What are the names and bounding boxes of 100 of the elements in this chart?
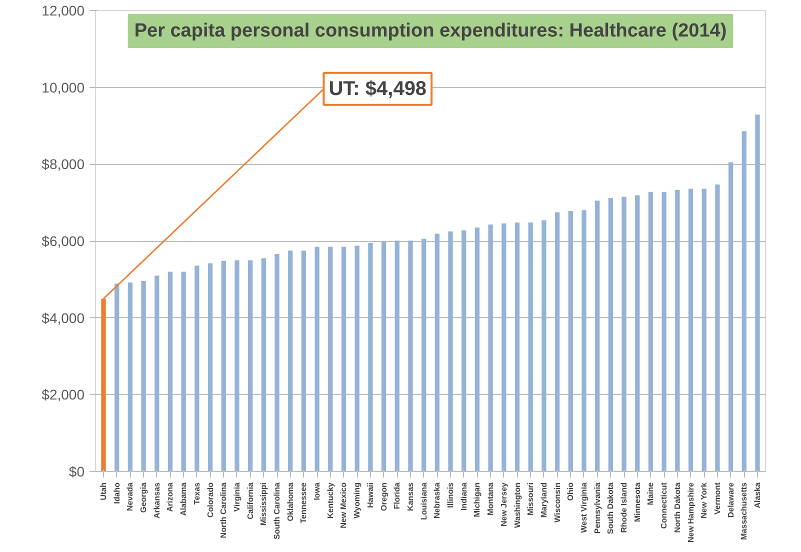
- y-tick-label: 12,000: [42, 2, 85, 18]
- bar: [594, 200, 600, 472]
- x-tick-label: Arizona: [166, 482, 175, 512]
- x-tick-label: Colorado: [206, 482, 215, 518]
- bar: [542, 220, 546, 472]
- bar: [234, 260, 240, 472]
- x-tick-label: Arkansas: [152, 482, 162, 519]
- x-tick-label: New Hampshire: [686, 482, 696, 543]
- y-tick-label: $6,000: [42, 233, 85, 249]
- bar: [221, 260, 226, 472]
- bar: [381, 242, 386, 472]
- bar: [141, 280, 146, 472]
- bar: [128, 282, 133, 472]
- y-tick-label: 10,000: [42, 79, 85, 96]
- bar: [154, 276, 160, 472]
- x-tick-label: Rhode Island: [620, 482, 629, 533]
- bar: [728, 162, 734, 472]
- x-tick-label: Connecticut: [660, 482, 669, 529]
- x-tick-label: Minnesota: [632, 482, 642, 522]
- bar: [568, 211, 573, 472]
- bar: [274, 254, 280, 472]
- bar: [448, 231, 453, 472]
- y-tick-label: $4,000: [42, 310, 85, 326]
- bar: [554, 212, 560, 472]
- bar: [462, 230, 466, 472]
- x-tick-label: Maine: [646, 482, 656, 506]
- bar: [635, 195, 640, 472]
- x-tick-label: Idaho: [112, 482, 122, 504]
- x-tick-label: South Dakota: [606, 482, 616, 534]
- bar: [394, 240, 400, 472]
- x-tick-label: Texas: [192, 482, 202, 505]
- x-tick-label: Hawaii: [366, 482, 375, 508]
- bar: [688, 188, 694, 472]
- bar: [354, 246, 360, 472]
- x-tick-label: Ohio: [566, 482, 576, 501]
- bar: [648, 192, 654, 472]
- bar: [622, 196, 626, 472]
- bar: [702, 188, 706, 472]
- bar: [368, 242, 373, 472]
- x-tick-label: Tennessee: [299, 482, 308, 524]
- x-tick-label: New Mexico: [339, 482, 348, 528]
- x-tick-label: Nevada: [126, 482, 135, 511]
- bar: [421, 238, 426, 472]
- annotation: UT: $4,498: [328, 78, 427, 100]
- bar: [608, 198, 614, 472]
- bar: [181, 272, 186, 472]
- x-tick-label: New Jersey: [499, 482, 508, 527]
- bar: [675, 190, 680, 472]
- bar: [248, 260, 253, 472]
- x-tick-label: Pennsylvania: [592, 482, 602, 534]
- bar: [168, 272, 173, 472]
- x-tick-label: Washington: [512, 482, 522, 528]
- x-tick-label: Florida: [392, 482, 402, 510]
- bar: [341, 246, 346, 472]
- bar: [715, 184, 720, 472]
- x-tick-label: New York: [700, 482, 709, 518]
- x-tick-label: Utah: [99, 482, 108, 500]
- x-tick-label: Virginia: [232, 482, 242, 512]
- x-tick-label: Delaware: [726, 482, 736, 518]
- bar: [314, 246, 320, 472]
- bar: [742, 131, 746, 472]
- bar: [488, 224, 493, 472]
- x-tick-label: Illinois: [446, 482, 456, 508]
- x-tick-label: Louisiana: [419, 482, 428, 520]
- x-tick-label: Maryland: [539, 482, 548, 518]
- bar: [514, 222, 520, 472]
- x-tick-label: Oregon: [379, 482, 388, 511]
- bar: [582, 210, 586, 472]
- bar: [301, 250, 306, 472]
- text: Per capita personal consumption expenditures: Healthcare (2014): [134, 20, 727, 42]
- x-tick-label: Georgia: [139, 482, 148, 513]
- x-tick-label: Montana: [486, 482, 496, 516]
- x-tick-label: Iowa: [312, 482, 322, 500]
- bar: [662, 192, 666, 472]
- x-tick-label: Kansas: [406, 482, 415, 511]
- x-tick-label: Alaska: [752, 482, 762, 508]
- x-tick-label: Nebraska: [432, 482, 442, 519]
- bar: [208, 263, 213, 472]
- x-tick-label: Indiana: [459, 482, 468, 511]
- bar: [288, 250, 293, 472]
- x-tick-label: Vermont: [712, 482, 722, 515]
- bar: [328, 246, 333, 472]
- bar: [114, 284, 120, 472]
- y-tick-label: $2,000: [42, 386, 85, 403]
- x-tick-label: North Dakota: [672, 482, 682, 533]
- x-tick-label: North Carolina: [219, 482, 228, 538]
- bar: [194, 266, 200, 472]
- bar: [434, 234, 440, 472]
- x-tick-label: Oklahoma: [286, 482, 295, 522]
- x-tick-label: Michigan: [472, 482, 482, 518]
- x-tick-label: Kentucky: [326, 482, 335, 519]
- x-tick-label: West Virginia: [579, 482, 588, 533]
- y-tick-label: $8,000: [42, 156, 85, 172]
- bar: [261, 258, 266, 472]
- x-tick-label: Mississippi: [259, 482, 268, 526]
- x-tick-label: Alabama: [179, 482, 188, 516]
- x-tick-label: Wyoming: [352, 482, 362, 518]
- x-tick-label: Missouri: [526, 482, 536, 516]
- bar: [755, 114, 760, 472]
- bar: [528, 222, 533, 472]
